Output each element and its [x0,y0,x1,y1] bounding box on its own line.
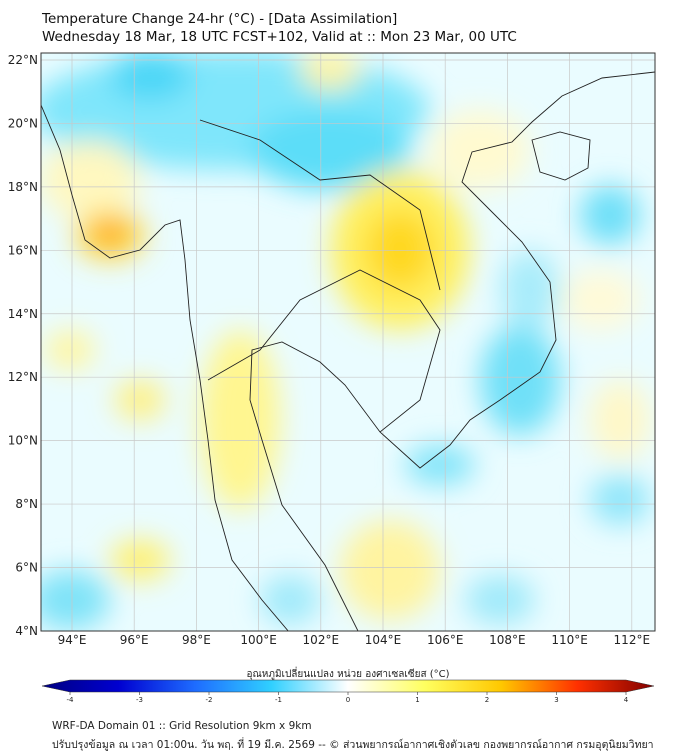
temperature-change-map: 94°E 96°E 98°E 100°E 102°E 104°E 106°E 108°E 110… [8,52,656,704]
lat-label: 18°N [8,180,38,194]
colorbar-tick-label: 3 [554,696,558,704]
lat-label: 8°N [15,497,38,511]
lon-label: 108°E [489,633,526,647]
lon-label: 104°E [365,633,402,647]
map-subtitle: Wednesday 18 Mar, 18 UTC FCST+102, Valid… [42,29,517,45]
colorbar-tick-label: 0 [346,696,350,704]
colorbar-tick-label: 1 [415,696,419,704]
colorbar-tick-label: 4 [624,696,629,704]
lat-label: 16°N [8,243,38,257]
lon-label: 110°E [551,633,588,647]
lon-label: 102°E [303,633,340,647]
lat-label: 10°N [8,434,38,448]
lon-label: 96°E [120,633,149,647]
colorbar-label: อุณหภูมิเปลี่ยนแปลง หน่วย องศาเซลเซียส (… [246,669,450,680]
footer-credit: ปรับปรุงข้อมูล ณ เวลา 01:00น. วัน พฤ. ที… [52,739,654,751]
temperature-field [41,53,655,631]
lon-label: 98°E [182,633,211,647]
footer-model-info: WRF-DA Domain 01 :: Grid Resolution 9km … [52,720,312,732]
map-title: Temperature Change 24-hr (°C) - [Data As… [42,11,398,27]
colorbar-tick-label: -1 [275,696,282,704]
lon-label: 94°E [58,633,87,647]
colorbar-tick-label: 2 [485,696,489,704]
lat-label: 20°N [8,116,38,130]
lat-label: 14°N [8,307,38,321]
lat-label: 6°N [15,561,38,575]
lat-label: 4°N [15,624,38,638]
colorbar: -4 -3 -2 -1 0 1 2 3 4 [41,679,655,704]
colorbar-tick-label: -2 [206,696,213,704]
colorbar-tick-label: -4 [67,696,75,704]
lon-label: 112°E [614,633,651,647]
lat-label: 12°N [8,370,38,384]
lat-label: 22°N [8,53,38,67]
coastline [41,71,655,631]
colorbar-tick-label: -3 [136,696,143,704]
lon-label: 106°E [427,633,464,647]
lon-label: 100°E [240,633,277,647]
